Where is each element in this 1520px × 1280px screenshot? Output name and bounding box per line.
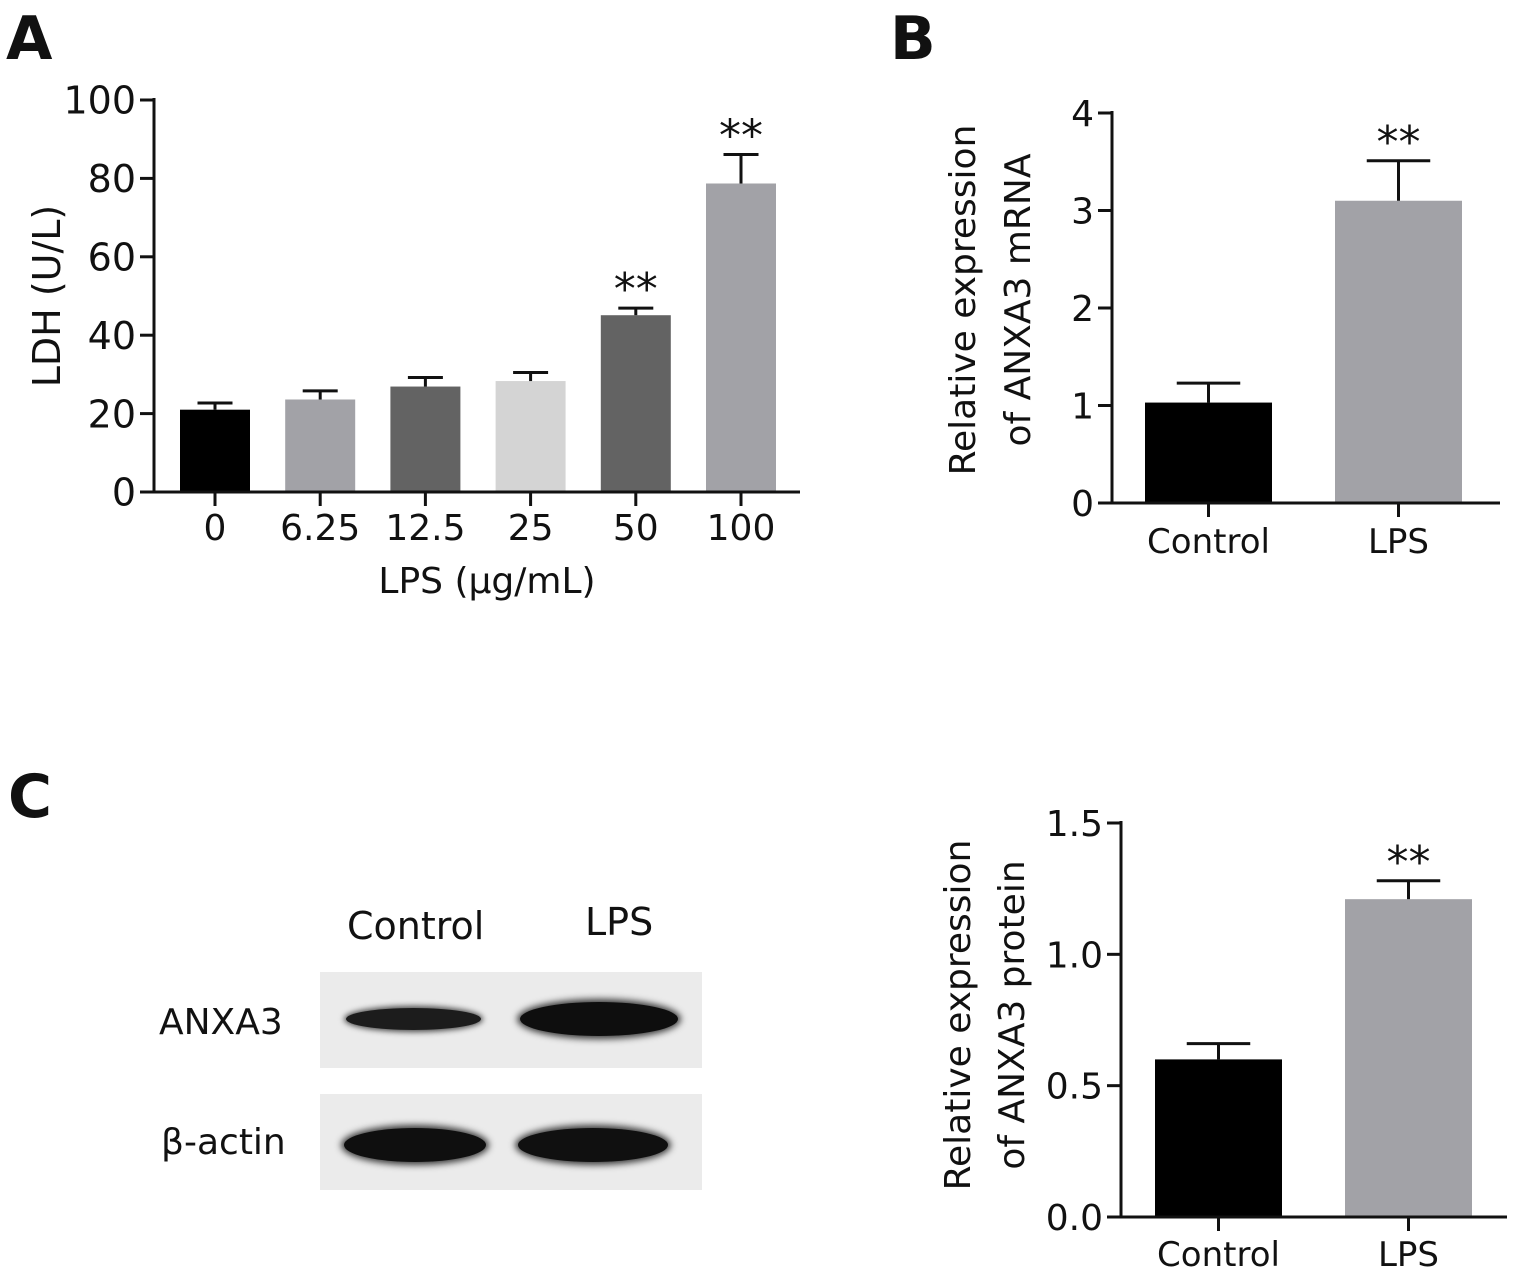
y-tick-label-40: 40 [88, 314, 136, 358]
x-tick-label-Control: Control [1157, 1235, 1280, 1275]
y-tick-label-2: 2 [1071, 289, 1094, 330]
x-tick-label-6.25: 6.25 [280, 508, 360, 549]
blot-column-label-lps: LPS [585, 900, 654, 944]
blot-row-label-anxa3: ANXA3 [159, 1002, 283, 1043]
chart-c: Control ** LPS 0.0 0.5 1.0 1.5 Relative express… [938, 804, 1507, 1275]
y-tick-label-3: 3 [1071, 191, 1094, 232]
western-blot: Control LPS ANXA3 β-actin [150, 890, 720, 1210]
y-tick-label-80: 80 [88, 157, 136, 201]
x-tick-label-100: 100 [707, 508, 776, 549]
x-tick-label-12.5: 12.5 [385, 508, 465, 549]
x-tick-label-LPS: LPS [1378, 1235, 1439, 1275]
bar-LPS [1345, 899, 1472, 1217]
significance-label-50: ** [614, 264, 658, 315]
x-tick-label-50: 50 [613, 508, 659, 549]
blot-row-label-beta-actin: β-actin [161, 1122, 286, 1163]
blot-band-anxa3-control [346, 1008, 481, 1030]
y-tick-label-0.0: 0.0 [1046, 1198, 1103, 1239]
y-tick-label-60: 60 [88, 235, 136, 279]
chart-a: 0 6.25 12.5 25 ** 50 ** 100 0 20 40 60 80 100 LDH (U/L… [25, 79, 800, 602]
panel-label-a: A [6, 4, 53, 74]
bar-50 [600, 315, 671, 492]
y-axis-label-line1: Relative expression [938, 840, 979, 1191]
y-tick-label-20: 20 [88, 392, 136, 436]
x-tick-label-25: 25 [508, 508, 554, 549]
blot-column-label-control: Control [347, 904, 485, 948]
x-axis-label: LPS (μg/mL) [378, 561, 595, 602]
bar-25 [495, 381, 566, 492]
y-tick-label-100: 100 [63, 79, 136, 123]
bar-6.25 [285, 399, 356, 492]
panel-label-c: C [8, 762, 53, 832]
blot-band-beta-actin-lps [518, 1128, 668, 1162]
y-axis-label-line2: of ANXA3 protein [992, 860, 1033, 1169]
significance-label-100: ** [719, 110, 763, 161]
significance-label-LPS: ** [1387, 837, 1431, 888]
bar-0 [180, 409, 250, 492]
blot-band-beta-actin-control [344, 1128, 486, 1162]
y-axis-label: LDH (U/L) [25, 205, 69, 388]
y-tick-label-0: 0 [112, 471, 136, 515]
blot-band-anxa3-lps [520, 1002, 678, 1036]
x-tick-label-Control: Control [1147, 522, 1270, 562]
bar-12.5 [390, 386, 461, 492]
bar-Control [1145, 402, 1272, 503]
panel-label-b: B [890, 4, 936, 74]
y-tick-label-1.5: 1.5 [1046, 804, 1103, 845]
y-tick-label-0: 0 [1071, 484, 1094, 525]
bar-100 [706, 183, 776, 492]
significance-label-LPS: ** [1377, 117, 1421, 168]
y-axis-label-line2: of ANXA3 mRNA [998, 153, 1039, 446]
x-tick-label-0: 0 [204, 508, 227, 549]
y-tick-label-4: 4 [1071, 94, 1094, 135]
bar-LPS [1335, 200, 1462, 503]
y-tick-label-1.0: 1.0 [1046, 935, 1103, 976]
chart-b: Control ** LPS 0 1 2 3 4 Relative expression of A… [943, 94, 1500, 562]
x-tick-label-LPS: LPS [1368, 522, 1429, 562]
y-tick-label-1: 1 [1071, 386, 1094, 427]
y-tick-label-0.5: 0.5 [1046, 1067, 1103, 1108]
bar-Control [1155, 1059, 1282, 1217]
y-axis-label-line1: Relative expression [943, 125, 984, 476]
